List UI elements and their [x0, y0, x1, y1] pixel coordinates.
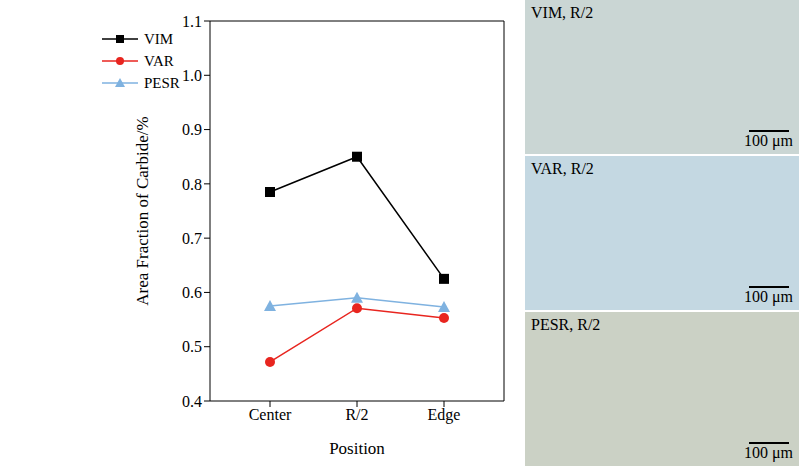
svg-text:0.4: 0.4: [182, 393, 202, 410]
svg-text:Center: Center: [249, 406, 292, 423]
svg-text:0.6: 0.6: [182, 284, 202, 301]
svg-text:R/2: R/2: [345, 406, 368, 423]
svg-text:1.1: 1.1: [182, 13, 202, 30]
svg-text:0.8: 0.8: [182, 176, 202, 193]
html-text:VIM, R/2: VIM, R/2: [531, 4, 594, 21]
svg-text:0.9: 0.9: [182, 121, 202, 138]
svg-text:Edge: Edge: [428, 406, 461, 424]
html-text:VAR, R/2: VAR, R/2: [531, 160, 594, 177]
html-text:PESR: PESR: [144, 74, 180, 91]
svg-text:0.7: 0.7: [182, 230, 202, 247]
html-text:100 μm: 100 μm: [744, 132, 793, 149]
svg-text:0.5: 0.5: [182, 338, 202, 355]
html-text:100 μm: 100 μm: [744, 444, 793, 461]
svg-text:Area Fraction of Carbide/%: Area Fraction of Carbide/%: [133, 116, 152, 305]
html-text:VIM: VIM: [144, 30, 174, 47]
html-text:VAR: VAR: [144, 52, 174, 69]
html-text:PESR, R/2: PESR, R/2: [531, 316, 601, 333]
svg-text:1.0: 1.0: [182, 67, 202, 84]
html-text:100 μm: 100 μm: [744, 288, 793, 305]
svg-text:Position: Position: [329, 439, 385, 458]
